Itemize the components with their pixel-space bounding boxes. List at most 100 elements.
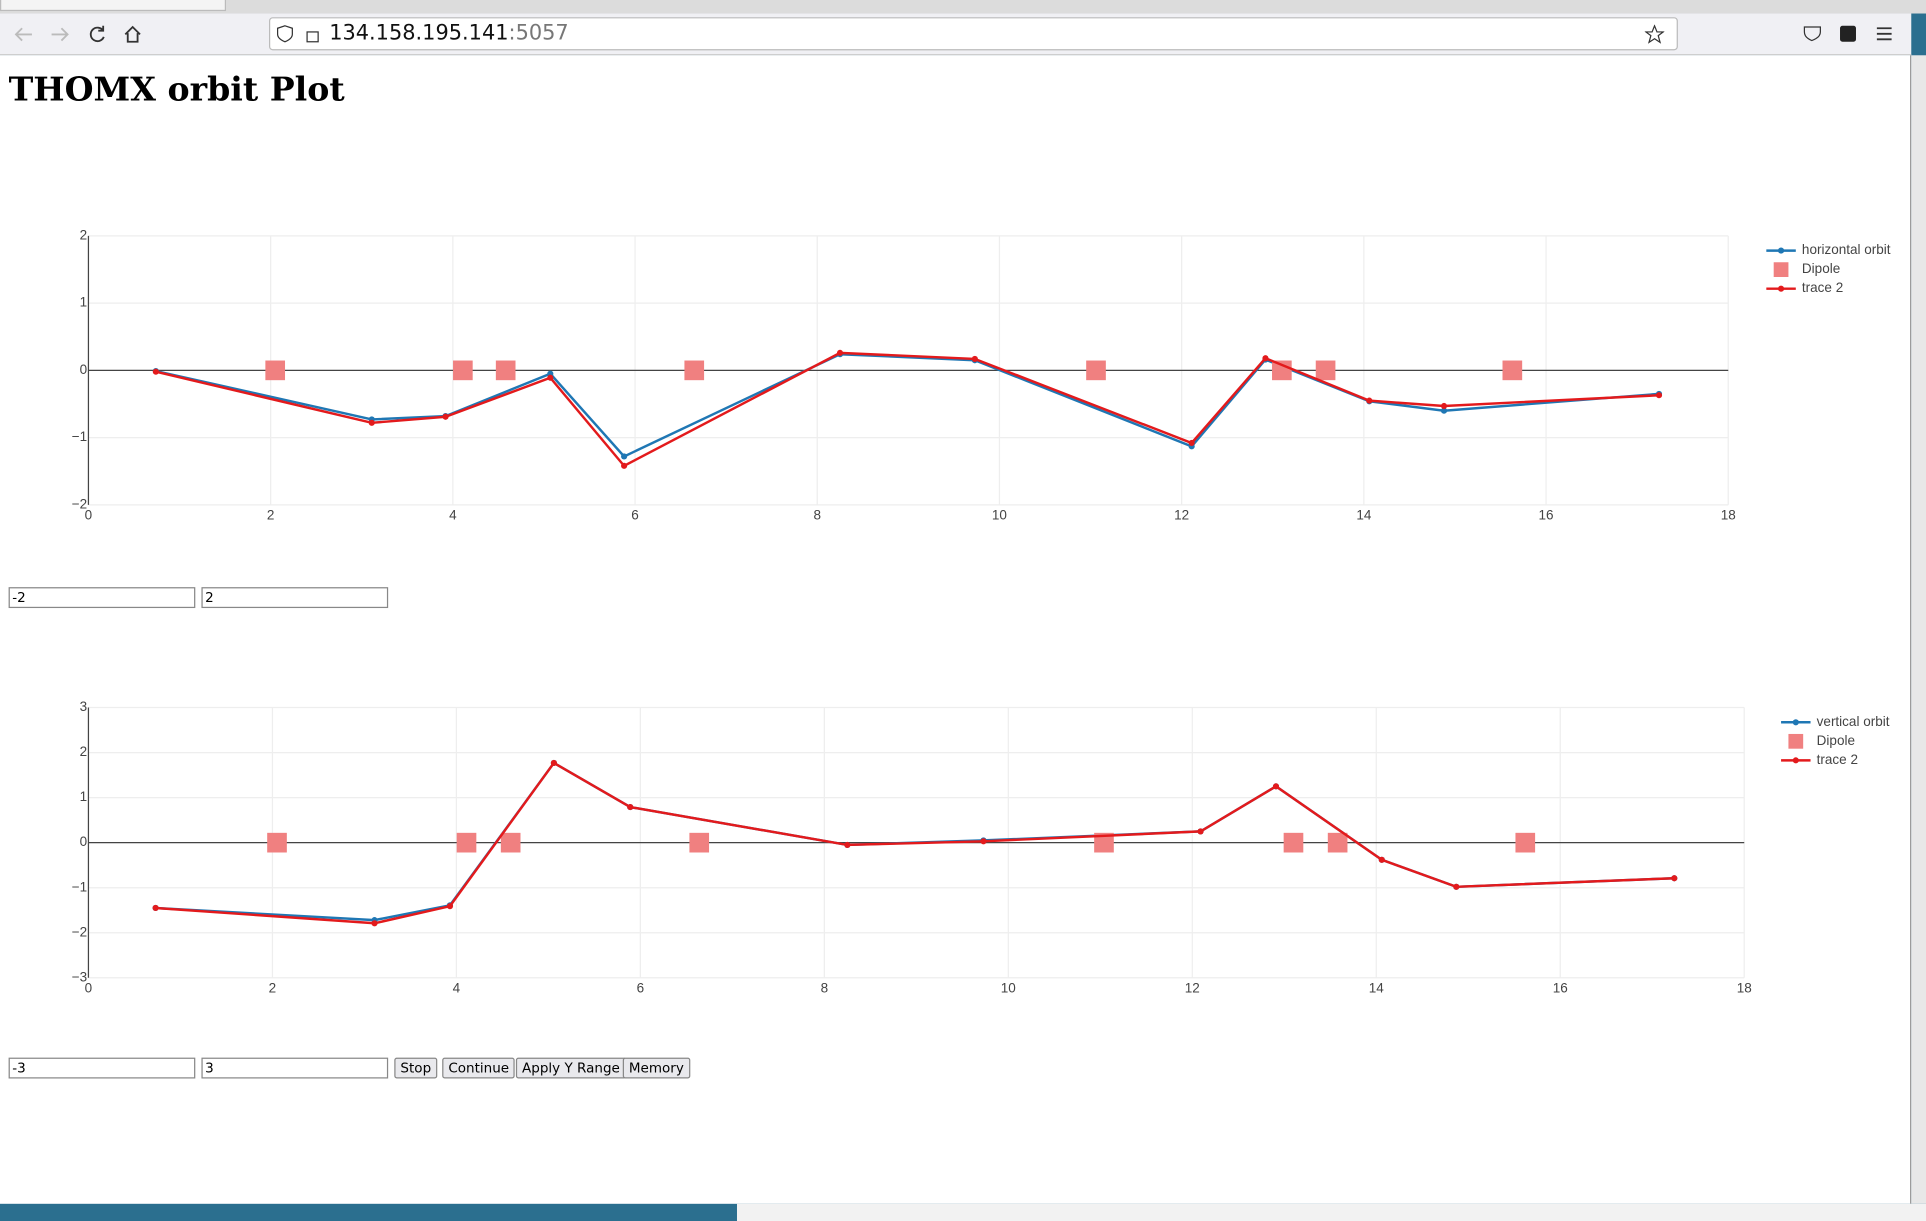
y-max-input[interactable]: [201, 1057, 389, 1079]
dipole-marker: [456, 832, 477, 853]
x-tick-label: 6: [637, 980, 645, 995]
point: [971, 355, 978, 362]
dipole-marker: [1502, 360, 1523, 381]
point: [627, 804, 634, 811]
y-min-input[interactable]: [8, 587, 196, 609]
x-tick-label: 12: [1185, 980, 1200, 995]
dipole-marker: [265, 360, 286, 381]
point: [1440, 407, 1448, 414]
y-max-input[interactable]: [201, 587, 389, 609]
legend-marker: [1773, 262, 1789, 277]
y-tick-label: −1: [72, 429, 87, 444]
point: [621, 453, 628, 460]
x-tick-label: 14: [1356, 507, 1372, 522]
y-tick-label: −3: [72, 969, 87, 984]
x-tick-label: 2: [267, 507, 275, 522]
shield-icon: [276, 25, 293, 43]
x-tick-label: 4: [453, 980, 461, 995]
dipole-marker: [1327, 832, 1348, 853]
toolbar-icons: [1803, 25, 1892, 42]
tab[interactable]: [0, 0, 227, 12]
point: [1197, 828, 1204, 835]
dipole-marker: [1086, 360, 1106, 381]
apply-y-range-button[interactable]: Apply Y Range: [515, 1057, 627, 1079]
y-tick-label: 3: [80, 699, 88, 714]
series-line: [155, 761, 1675, 925]
legend-marker: [1788, 733, 1804, 749]
y-tick-label: 2: [80, 227, 88, 242]
reload-button[interactable]: [89, 25, 105, 43]
page-title: THOMX orbit Plot: [8, 71, 345, 110]
x-tick-label: 2: [269, 980, 277, 995]
y-tick-label: −1: [72, 879, 87, 894]
point: [1188, 439, 1195, 447]
legend-marker: [1792, 757, 1799, 764]
nav-icons: [14, 25, 141, 43]
dipole-marker: [684, 360, 705, 381]
dipole-marker: [1315, 360, 1336, 381]
point: [550, 759, 557, 767]
point: [1655, 392, 1663, 399]
y-tick-label: 2: [80, 744, 88, 759]
y-min-input[interactable]: [8, 1057, 196, 1079]
x-tick-label: 14: [1369, 980, 1385, 995]
point: [368, 419, 375, 426]
taskbar: [736, 1203, 1926, 1221]
series-line: [155, 351, 1660, 468]
point: [1671, 875, 1678, 882]
x-tick-label: 10: [1001, 980, 1016, 995]
menu-button[interactable]: [1876, 27, 1892, 41]
home-button[interactable]: [124, 25, 141, 43]
lock-icon: [306, 31, 319, 43]
url-bar[interactable]: 134.158.195.141:5057: [269, 17, 1678, 51]
point: [1272, 783, 1280, 790]
security-icons: [276, 25, 319, 43]
y-tick-label: 1: [80, 295, 88, 310]
legend-label: trace 2: [1802, 280, 1843, 295]
dipole-marker: [500, 832, 521, 853]
x-tick-label: 8: [813, 507, 821, 522]
legend-marker: [1777, 247, 1785, 254]
y-tick-label: 0: [80, 362, 88, 377]
dipole-marker: [689, 832, 710, 853]
point: [1262, 355, 1269, 362]
point: [371, 920, 378, 927]
point: [547, 374, 554, 381]
dipole-marker: [1094, 832, 1114, 853]
series-line: [155, 761, 1675, 922]
point: [1366, 397, 1373, 404]
point: [442, 413, 449, 420]
point: [152, 368, 159, 375]
x-tick-label: 18: [1721, 507, 1736, 522]
x-tick-label: 16: [1539, 507, 1554, 522]
x-tick-label: 0: [85, 507, 93, 522]
continue-button[interactable]: Continue: [442, 1057, 516, 1079]
bookmark-star[interactable]: [1644, 24, 1665, 45]
url-host: 134.158.195.141: [329, 20, 509, 46]
pocket-icon[interactable]: [1803, 26, 1821, 42]
legend-label: vertical orbit: [1817, 714, 1890, 729]
point: [1453, 883, 1460, 890]
point: [446, 903, 454, 910]
back-button[interactable]: [14, 27, 32, 42]
x-tick-label: 18: [1737, 980, 1752, 995]
memory-button[interactable]: Memory: [622, 1057, 691, 1079]
forward-button[interactable]: [51, 27, 69, 42]
dipole-marker: [453, 360, 473, 381]
dipole-marker: [495, 360, 516, 381]
tab-strip: [0, 0, 1926, 14]
stop-button[interactable]: Stop: [394, 1057, 438, 1079]
point: [152, 904, 159, 912]
legend-marker: [1777, 285, 1785, 292]
y-tick-label: 0: [80, 834, 88, 849]
x-tick-label: 8: [821, 980, 829, 995]
url-port: :5057: [508, 20, 569, 46]
extension-icon[interactable]: [1840, 25, 1856, 42]
url-text: 134.158.195.141:5057: [329, 18, 569, 49]
legend-label: Dipole: [1817, 733, 1855, 748]
legend-label: horizontal orbit: [1802, 242, 1891, 257]
page: THOMX orbit Plot: [0, 55, 1912, 1204]
dipole-marker: [1272, 360, 1292, 381]
